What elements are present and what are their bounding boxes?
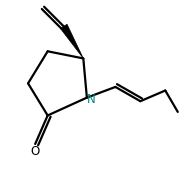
Text: O: O	[31, 145, 40, 158]
Text: N: N	[87, 93, 96, 106]
Polygon shape	[60, 24, 83, 58]
